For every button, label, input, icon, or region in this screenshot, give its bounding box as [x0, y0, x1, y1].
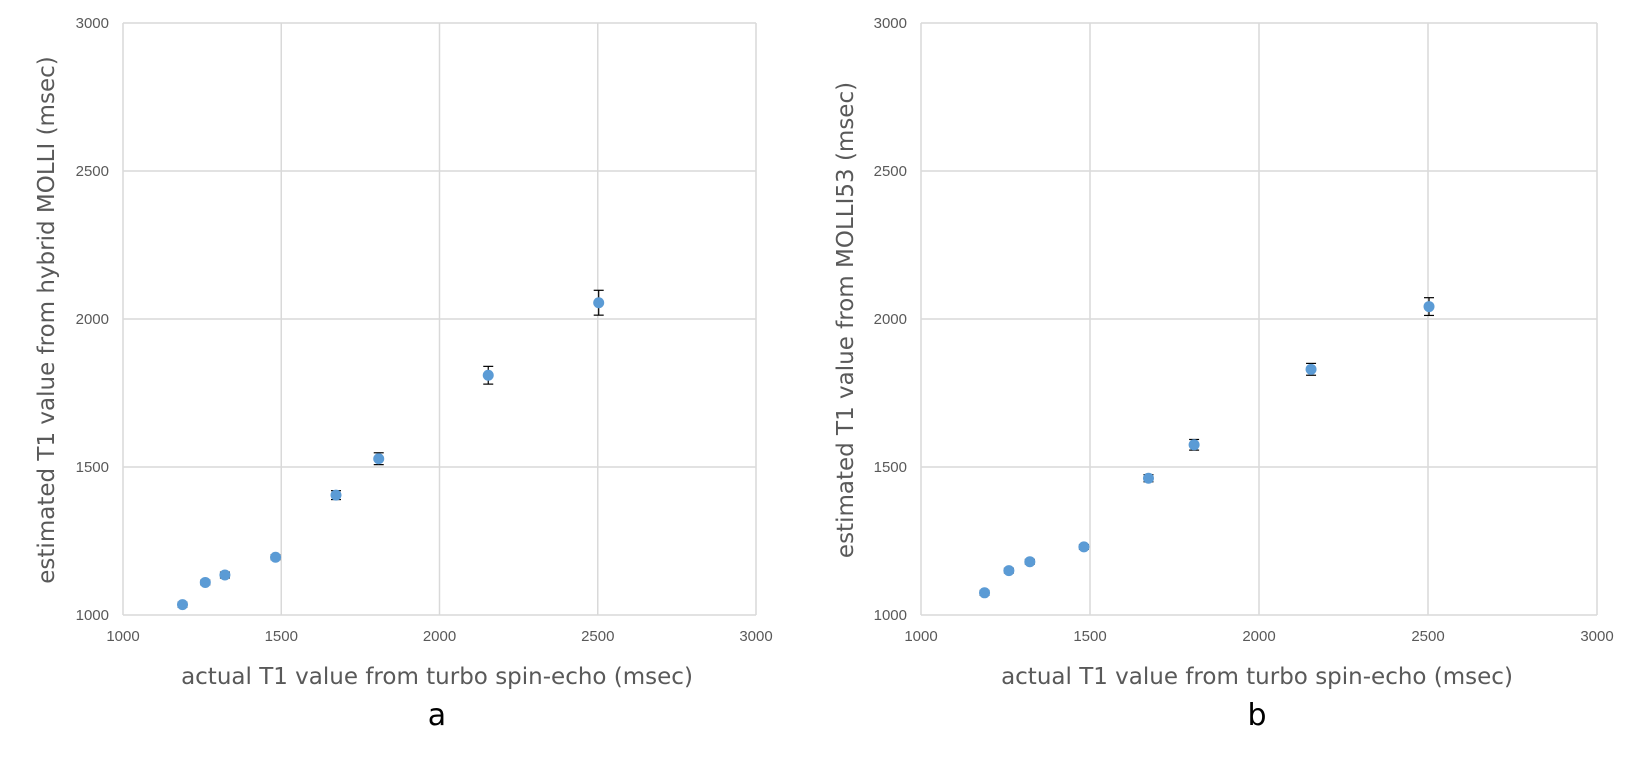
data-marker [593, 297, 605, 309]
y-tick-label: 1500 [76, 459, 109, 476]
x-tick-label: 2500 [1411, 628, 1444, 645]
x-axis-title: actual T1 value from turbo spin-echo (ms… [1001, 664, 1513, 690]
data-points [177, 289, 605, 611]
y-tick-label: 2500 [76, 163, 109, 180]
grid-lines [122, 22, 757, 616]
y-axis-title: estimated T1 value from hybrid MOLLI (ms… [34, 56, 60, 583]
y-tick-label: 1000 [874, 607, 907, 624]
data-point [1423, 297, 1435, 317]
panel-label: b [1247, 698, 1266, 733]
data-point [1142, 472, 1154, 484]
data-point [330, 489, 342, 501]
data-point [1003, 565, 1015, 577]
data-points [979, 297, 1435, 599]
y-tick-label: 1000 [76, 607, 109, 624]
data-marker [199, 576, 211, 588]
data-marker [1305, 363, 1317, 375]
y-tick-label: 3000 [874, 15, 907, 32]
data-marker [1188, 439, 1200, 451]
x-tick-labels: 1000 1500 2000 2500 3000 [904, 628, 1613, 645]
y-tick-label: 3000 [76, 15, 109, 32]
data-point [1078, 541, 1090, 553]
data-marker [1423, 301, 1435, 313]
data-marker [373, 453, 385, 465]
data-point [177, 599, 189, 611]
x-tick-label: 1500 [1073, 628, 1106, 645]
y-axis-title: estimated T1 value from MOLLI53 (msec) [833, 82, 859, 558]
data-marker [177, 599, 189, 611]
data-marker [1024, 556, 1036, 568]
data-point [270, 551, 282, 563]
data-marker [330, 489, 342, 501]
x-tick-label: 2000 [1242, 628, 1275, 645]
grid-lines [920, 22, 1598, 616]
y-tick-labels: 1000 1500 2000 2500 3000 [76, 15, 109, 624]
x-axis-title: actual T1 value from turbo spin-echo (ms… [181, 664, 693, 690]
y-tick-label: 2500 [874, 163, 907, 180]
x-tick-label: 2000 [423, 628, 456, 645]
x-tick-label: 2500 [581, 628, 614, 645]
panel-label: a [428, 698, 446, 733]
data-marker [1003, 565, 1015, 577]
y-tick-label: 2000 [76, 311, 109, 328]
x-tick-labels: 1000 1500 2000 2500 3000 [106, 628, 772, 645]
x-tick-label: 3000 [739, 628, 772, 645]
x-tick-label: 1000 [106, 628, 139, 645]
y-tick-labels: 1000 1500 2000 2500 3000 [874, 15, 907, 624]
data-point [199, 576, 211, 588]
data-marker [270, 551, 282, 563]
scatter-panel-b: 1000 1500 2000 2500 3000 1000 1500 2000 2500 300… [833, 15, 1614, 733]
x-tick-label: 1000 [904, 628, 937, 645]
y-tick-label: 2000 [874, 311, 907, 328]
data-marker [219, 569, 231, 581]
data-point [219, 569, 231, 581]
data-point [979, 587, 991, 599]
data-point [373, 452, 385, 466]
x-tick-label: 1500 [265, 628, 298, 645]
x-tick-label: 3000 [1580, 628, 1613, 645]
data-marker [979, 587, 991, 599]
data-point [482, 365, 494, 385]
y-tick-label: 1500 [874, 459, 907, 476]
data-marker [1142, 472, 1154, 484]
data-point [1188, 438, 1200, 451]
data-point [593, 289, 605, 316]
scatter-panel-a: 1000 1500 2000 2500 3000 1000 1500 2000 2500 300… [34, 15, 773, 733]
data-point [1024, 556, 1036, 568]
data-point [1305, 362, 1317, 376]
data-marker [1078, 541, 1090, 553]
data-marker [482, 369, 494, 381]
